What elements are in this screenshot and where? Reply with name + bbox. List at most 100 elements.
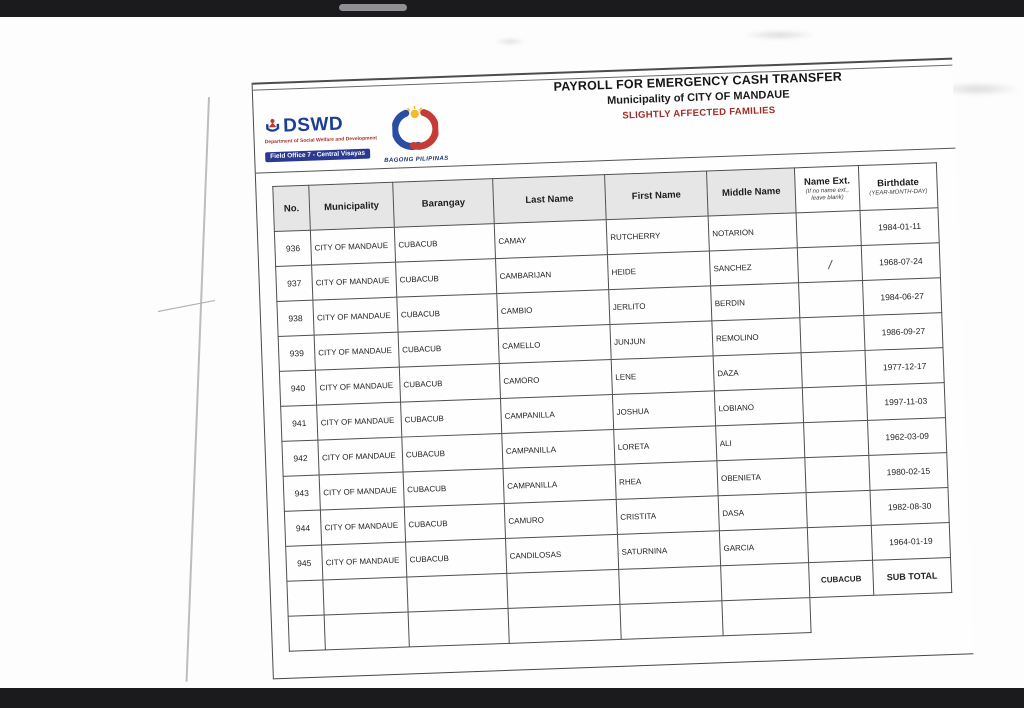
cell-first-name: JUNJUN	[609, 320, 714, 360]
cell-name-ext	[803, 420, 869, 458]
cell-birthdate: 1997-11-03	[866, 382, 946, 421]
cell-empty	[324, 611, 410, 650]
cell-name-ext	[802, 385, 868, 423]
bottom-bar	[0, 688, 1024, 708]
cell-last-name: CAMPANILLA	[500, 394, 614, 434]
dswd-field-office-banner: Field Office 7 - Central Visayas	[265, 148, 371, 162]
cell-name-ext	[807, 525, 873, 563]
dswd-logo: DSWD Department of Social Welfare and De…	[264, 112, 377, 163]
cell-name-ext: /	[797, 245, 863, 283]
cell-municipality: CITY OF MANDAUE	[321, 542, 407, 580]
cell-first-name: SATURNINA	[617, 530, 721, 570]
cell-empty	[721, 597, 812, 636]
cell-no: 936	[274, 230, 312, 267]
cell-last-name: CANDILOSAS	[505, 534, 619, 574]
cell-birthdate: 1962-03-09	[867, 417, 947, 456]
cell-first-name: RHEA	[614, 460, 719, 500]
cell-ghost	[810, 595, 875, 632]
cell-last-name: CAMBARIJAN	[495, 254, 609, 294]
col-header-first-name: First Name	[604, 171, 709, 220]
bagong-pilipinas-sun-swirl-icon	[391, 105, 440, 150]
bagong-pilipinas-logo: BAGONG PILIPINAS	[375, 104, 455, 165]
cell-last-name: CAMPANILLA	[503, 464, 617, 504]
subtotal-label: SUB TOTAL	[872, 557, 952, 596]
cell-first-name: JERLITO	[608, 285, 712, 325]
subtotal-barangay-label: CUBACUB	[808, 560, 874, 598]
cell-barangay: CUBACUB	[394, 223, 496, 263]
cell-last-name: CAMORO	[499, 359, 613, 399]
payroll-table: No. Municipality Barangay Last Name First Na…	[272, 162, 953, 652]
cell-middle-name: NOTARION	[708, 212, 798, 251]
cell-no: 937	[275, 265, 313, 302]
cell-barangay: CUBACUB	[400, 398, 502, 438]
cell-empty	[406, 573, 509, 612]
cell-last-name: CAMAY	[494, 219, 608, 259]
scanned-payroll-page: DSWD Department of Social Welfare and De…	[251, 57, 974, 680]
scan-smudge	[935, 82, 1020, 96]
dswd-emblem-icon	[266, 118, 280, 132]
cell-municipality: CITY OF MANDAUE	[312, 297, 399, 336]
cell-middle-name: ALI	[715, 422, 805, 461]
cell-empty	[322, 576, 409, 615]
cell-empty	[506, 569, 620, 609]
cell-no: 941	[280, 405, 318, 442]
cell-empty	[618, 565, 722, 605]
col-header-no: No.	[272, 185, 311, 232]
cell-first-name: RUTCHERRY	[606, 215, 710, 255]
cell-empty	[720, 562, 810, 601]
cell-birthdate: 1984-06-27	[862, 277, 942, 316]
cell-middle-name: DASA	[718, 492, 808, 531]
cell-birthdate: 1986-09-27	[863, 312, 943, 351]
cell-middle-name: SANCHEZ	[709, 247, 799, 286]
cell-barangay: CUBACUB	[396, 293, 498, 333]
cell-municipality: CITY OF MANDAUE	[316, 402, 402, 441]
cell-municipality: CITY OF MANDAUE	[315, 367, 401, 406]
cell-middle-name: GARCIA	[719, 527, 809, 566]
cell-middle-name: DAZA	[713, 352, 803, 391]
cell-barangay: CUBACUB	[404, 503, 506, 543]
cell-first-name: CRISTITA	[616, 495, 720, 535]
cell-no: 945	[285, 545, 323, 582]
cell-municipality: CITY OF MANDAUE	[320, 507, 406, 546]
cell-middle-name: REMOLINO	[711, 317, 802, 356]
cell-barangay: CUBACUB	[405, 538, 507, 577]
col-header-birthdate: Birthdate (YEAR-MONTH-DAY)	[858, 162, 938, 211]
cell-municipality: CITY OF MANDAUE	[311, 262, 397, 301]
cell-no: 939	[278, 335, 316, 372]
cell-empty	[508, 604, 622, 644]
col-header-name-ext: Name Ext. (If no name ext., leave blank)	[794, 165, 861, 213]
pen-mark: /	[827, 256, 833, 272]
cell-birthdate: 1964-01-19	[871, 522, 951, 561]
cell-empty	[619, 600, 724, 640]
cell-name-ext	[804, 455, 871, 493]
cell-no: 940	[279, 370, 317, 407]
cell-name-ext	[806, 490, 872, 528]
cell-birthdate: 1980-02-15	[868, 452, 948, 491]
cell-barangay: CUBACUB	[401, 433, 504, 473]
col-header-municipality: Municipality	[308, 182, 395, 231]
cell-last-name: CAMURO	[504, 499, 618, 539]
cell-ghost	[874, 593, 953, 631]
col-header-last-name: Last Name	[492, 174, 607, 224]
drag-handle-pill[interactable]	[339, 4, 407, 11]
scan-smudge	[495, 38, 525, 45]
dswd-acronym: DSWD	[282, 113, 344, 137]
cell-municipality: CITY OF MANDAUE	[310, 227, 396, 266]
cell-empty	[288, 614, 326, 652]
cell-barangay: CUBACUB	[403, 468, 505, 508]
cell-last-name: CAMPANILLA	[501, 429, 615, 469]
cell-municipality: CITY OF MANDAUE	[317, 437, 404, 476]
top-status-bar	[0, 0, 1024, 17]
cell-middle-name: BERDIN	[710, 282, 800, 321]
cell-birthdate: 1984-01-11	[860, 207, 940, 246]
col-header-middle-name: Middle Name	[706, 167, 797, 216]
cell-name-ext	[798, 280, 864, 318]
cell-middle-name: OBENIETA	[716, 457, 807, 496]
cell-barangay: CUBACUB	[399, 363, 501, 403]
cell-last-name: CAMBIO	[496, 289, 610, 329]
cell-no: 942	[281, 440, 320, 477]
cell-empty	[408, 608, 510, 647]
cell-empty	[286, 579, 325, 617]
cell-name-ext	[796, 210, 862, 248]
cell-first-name: HEIDE	[607, 250, 711, 290]
